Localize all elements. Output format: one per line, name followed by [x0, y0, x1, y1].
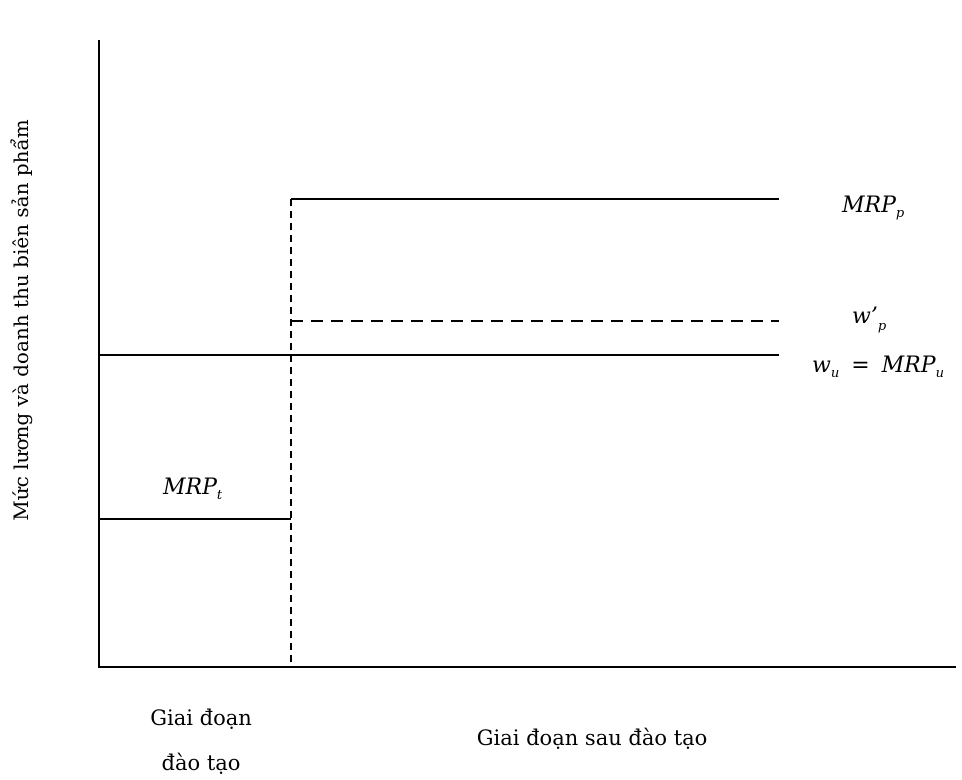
w-u-label-equals: =	[851, 353, 869, 378]
w-u-label-rhs-sub: u	[936, 366, 944, 381]
y-axis-label: Mức lương và doanh thu biên sản phẩm	[9, 119, 33, 521]
w-u-label: wu = MRPu	[812, 353, 944, 381]
mrp-t-label-main: MRP	[162, 475, 218, 500]
mrp-p-label: MRPp	[841, 193, 905, 221]
post-training-period-label: Giai đoạn sau đào tạo	[477, 726, 708, 750]
training-period-label-line1: Giai đoạn	[150, 706, 252, 730]
w-u-label-rhs-main: MRP	[881, 353, 937, 378]
w-u-label-main: w	[812, 353, 831, 378]
w-p-label-sub: p	[878, 319, 887, 334]
training-period-label-line2: đào tạo	[162, 751, 241, 775]
mrp-t-label-sub: t	[217, 488, 223, 503]
w-p-label-main: w’	[852, 304, 878, 329]
mrp-p-label-sub: p	[896, 206, 905, 221]
mrp-t-label: MRPt	[162, 475, 223, 503]
w-p-label: w’p	[852, 304, 887, 334]
mrp-p-label-main: MRP	[841, 193, 897, 218]
w-u-label-sub: u	[831, 366, 839, 381]
